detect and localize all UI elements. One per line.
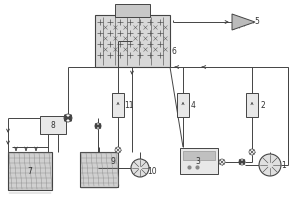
Text: 5: 5 <box>255 18 260 26</box>
Text: 10: 10 <box>147 168 157 176</box>
Text: 11: 11 <box>124 100 134 110</box>
Polygon shape <box>65 115 71 121</box>
Bar <box>40 116 66 134</box>
Bar <box>112 93 124 117</box>
Bar <box>8 152 52 190</box>
Text: 1: 1 <box>282 160 286 170</box>
Bar <box>183 151 215 160</box>
Bar <box>115 4 150 17</box>
Text: 6: 6 <box>172 47 176 56</box>
Circle shape <box>131 159 149 177</box>
Circle shape <box>64 114 72 122</box>
Circle shape <box>115 147 121 153</box>
Text: 8: 8 <box>51 120 56 130</box>
Bar <box>95 15 170 67</box>
Text: 3: 3 <box>196 156 200 166</box>
Polygon shape <box>240 160 244 164</box>
Bar <box>177 93 189 117</box>
Circle shape <box>95 123 101 129</box>
Text: 7: 7 <box>28 166 32 176</box>
Circle shape <box>259 154 281 176</box>
Text: 2: 2 <box>261 100 266 110</box>
Polygon shape <box>96 124 100 128</box>
Bar <box>246 93 258 117</box>
Polygon shape <box>232 14 255 30</box>
Text: 4: 4 <box>190 100 195 110</box>
Circle shape <box>219 159 225 165</box>
Circle shape <box>239 159 245 165</box>
Bar <box>80 152 118 187</box>
Bar <box>180 148 218 174</box>
Circle shape <box>249 149 255 155</box>
Text: 9: 9 <box>111 158 116 166</box>
